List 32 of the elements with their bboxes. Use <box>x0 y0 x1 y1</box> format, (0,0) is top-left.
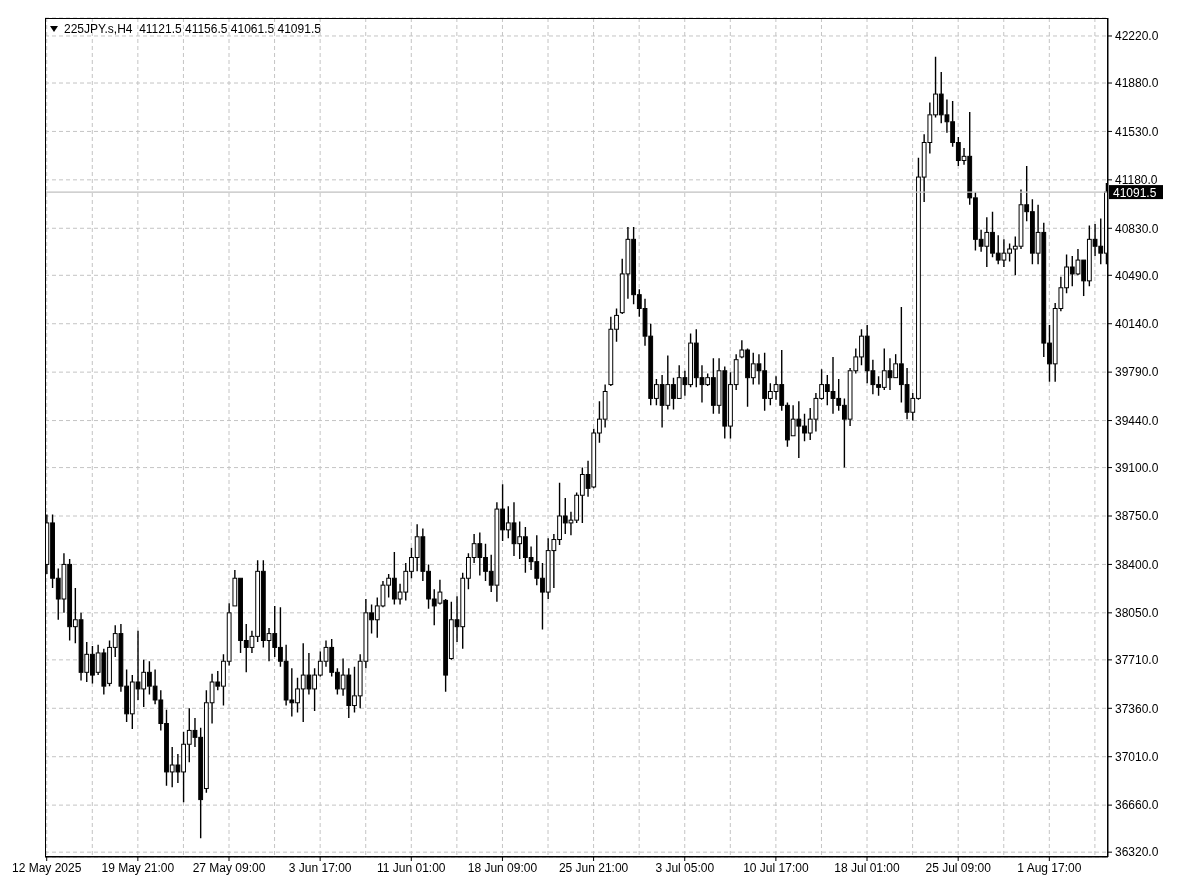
y-tick-label: 37010.0 <box>1115 749 1159 764</box>
y-tick-label: 39100.0 <box>1115 460 1159 475</box>
x-tick-label: 25 Jul 09:00 <box>925 860 992 875</box>
y-tick-label: 41530.0 <box>1115 124 1159 139</box>
y-tick-label: 37360.0 <box>1115 701 1159 716</box>
y-tick-label: 38750.0 <box>1115 509 1159 524</box>
x-tick-label: 3 Jun 17:00 <box>288 860 352 875</box>
y-tick-label: 41180.0 <box>1115 173 1158 188</box>
y-tick-label: 40830.0 <box>1115 221 1159 236</box>
x-tick-label: 18 Jun 09:00 <box>467 860 538 875</box>
y-tick-label: 40140.0 <box>1115 316 1159 331</box>
x-tick-label: 1 Aug 17:00 <box>1017 860 1082 875</box>
y-tick-label: 39440.0 <box>1115 413 1159 428</box>
y-tick-label: 42220.0 <box>1115 29 1159 44</box>
y-tick-label: 40490.0 <box>1115 268 1159 283</box>
y-tick-label: 36660.0 <box>1115 798 1159 813</box>
y-tick-label: 41880.0 <box>1115 76 1159 91</box>
x-tick-label: 19 May 21:00 <box>101 860 175 875</box>
y-tick-label: 36320.0 <box>1115 845 1159 860</box>
y-tick-label: 39790.0 <box>1115 365 1159 380</box>
y-tick-label: 37710.0 <box>1115 653 1159 668</box>
x-tick-label: 11 Jun 01:00 <box>377 860 446 875</box>
y-tick-label: 38400.0 <box>1115 557 1159 572</box>
x-tick-label: 27 May 09:00 <box>192 860 266 875</box>
y-tick-label: 38050.0 <box>1115 606 1159 621</box>
x-tick-label: 10 Jul 17:00 <box>743 860 809 875</box>
chart-title: 225JPY.s,H4 41121.5 41156.5 41061.5 41091.5 <box>64 22 321 36</box>
x-tick-label: 3 Jul 05:00 <box>655 860 715 875</box>
x-tick-label: 25 Jun 21:00 <box>558 860 629 875</box>
x-tick-label: 12 May 2025 <box>12 860 82 875</box>
x-tick-label: 18 Jul 01:00 <box>834 860 901 875</box>
ref-line-label: 41091.5 <box>1113 185 1157 200</box>
